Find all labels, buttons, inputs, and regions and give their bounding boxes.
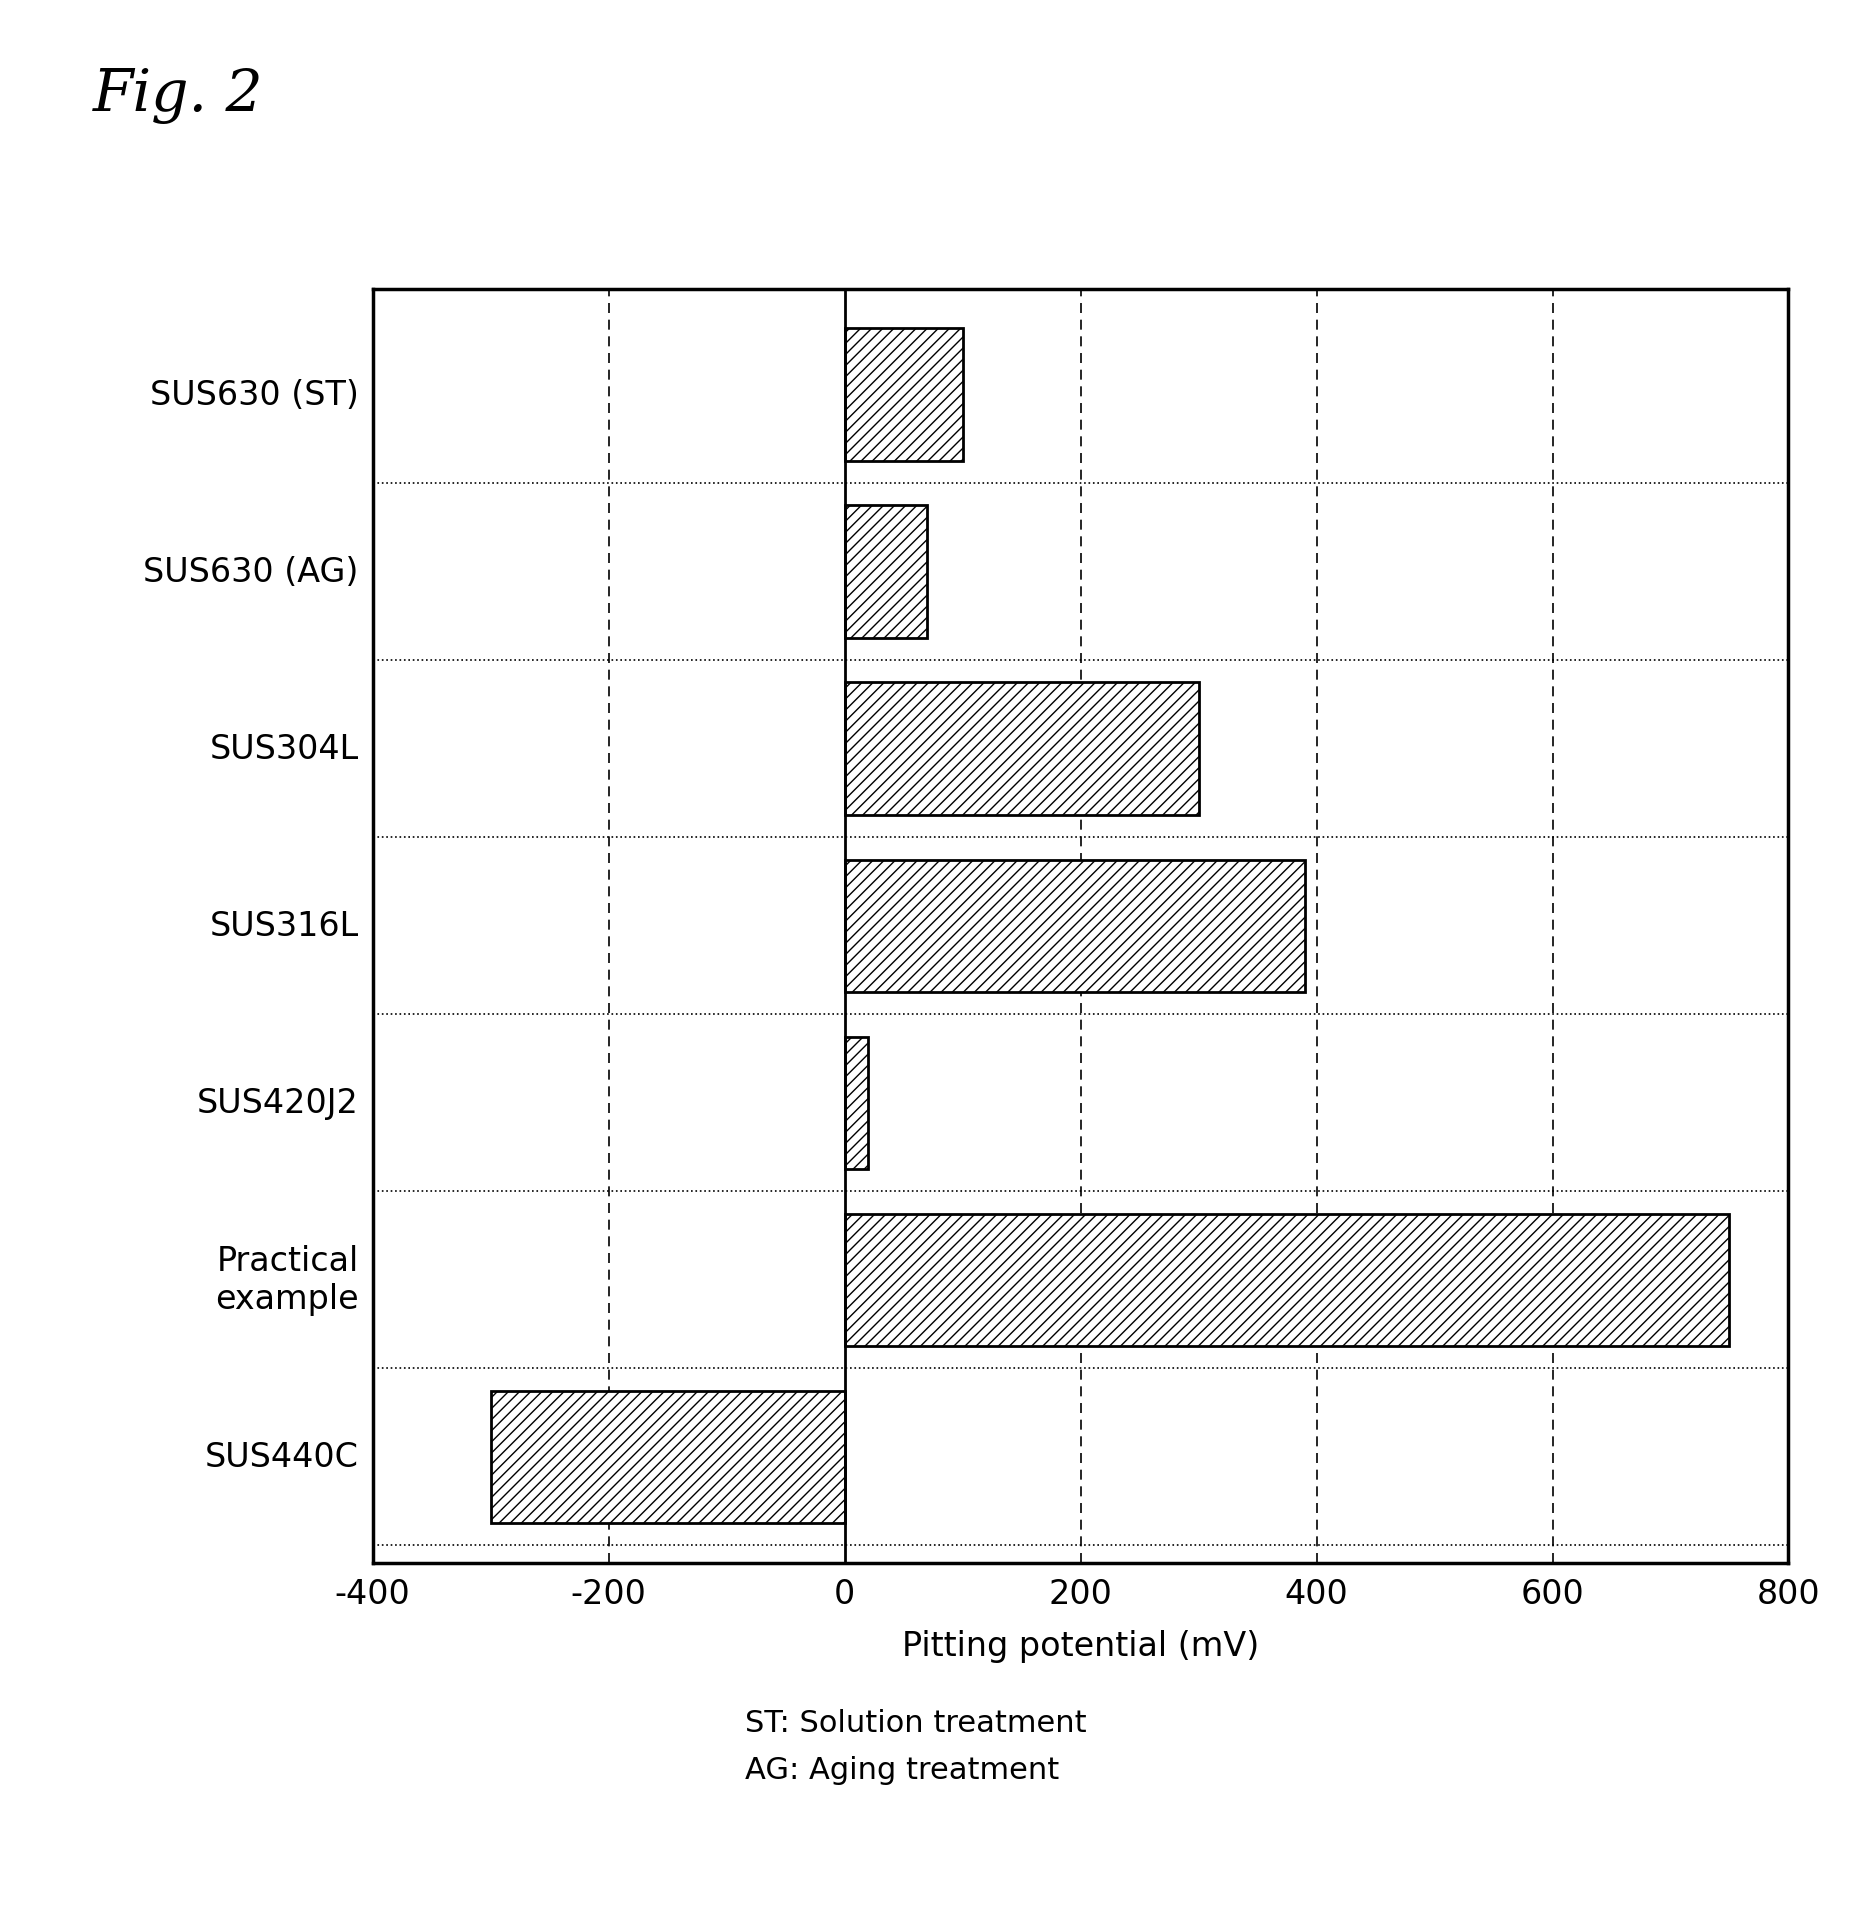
Bar (844, 506, 928, 639)
Bar (844, 330, 963, 461)
Bar (844, 1214, 1729, 1347)
Bar (844, 1036, 868, 1170)
Bar (844, 861, 1304, 992)
Bar (490, 1392, 844, 1523)
Text: ST: Solution treatment
AG: Aging treatment: ST: Solution treatment AG: Aging treatme… (745, 1708, 1086, 1785)
Bar (844, 683, 1198, 816)
Text: Fig. 2: Fig. 2 (93, 68, 265, 124)
X-axis label: Pitting potential (mV): Pitting potential (mV) (902, 1629, 1259, 1662)
